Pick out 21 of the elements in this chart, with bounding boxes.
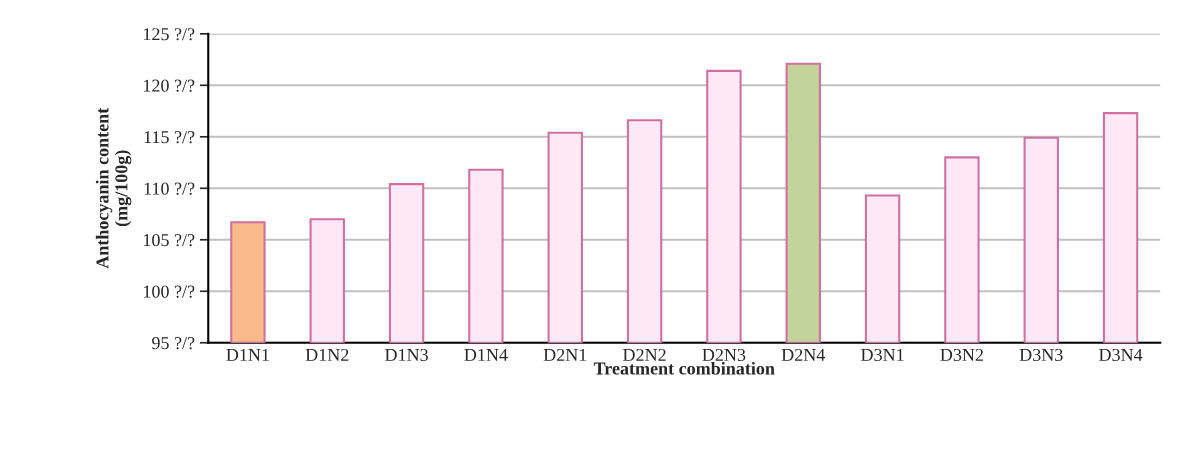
x-axis-title: Treatment combination bbox=[593, 361, 775, 375]
x-tick-label: D1N4 bbox=[464, 348, 508, 361]
x-tick-label: D1N3 bbox=[385, 348, 428, 362]
x-tick-label: D3N4 bbox=[1099, 348, 1143, 362]
x-tick-label: D2N3 bbox=[702, 348, 746, 362]
y-tick-label: 105 ?/? bbox=[144, 234, 195, 247]
y-tick-label: 110 ?/? bbox=[144, 182, 195, 195]
x-tick-label: D3N1 bbox=[861, 348, 904, 362]
y-tick-label: 125 ?/? bbox=[144, 28, 195, 41]
y-tick-label: 95 ?/? bbox=[152, 337, 195, 350]
x-tick-label: D2N4 bbox=[781, 348, 826, 361]
x-tick-label: D2N2 bbox=[623, 348, 666, 361]
y-tick-label: 100 ?/? bbox=[144, 285, 195, 298]
y-tick-label: 115 ?/? bbox=[144, 131, 195, 144]
x-tick-label: D1N1 bbox=[226, 348, 269, 361]
x-tick-label: D2N1 bbox=[543, 348, 587, 361]
y-axis-title: Anthocyanin content (mg/100g) bbox=[95, 107, 132, 269]
x-tick-label: D3N2 bbox=[940, 348, 983, 362]
y-tick-label: 120 ?/? bbox=[144, 79, 195, 92]
x-tick-label: D1N2 bbox=[305, 348, 349, 361]
x-tick-label: D3N3 bbox=[1019, 348, 1063, 362]
